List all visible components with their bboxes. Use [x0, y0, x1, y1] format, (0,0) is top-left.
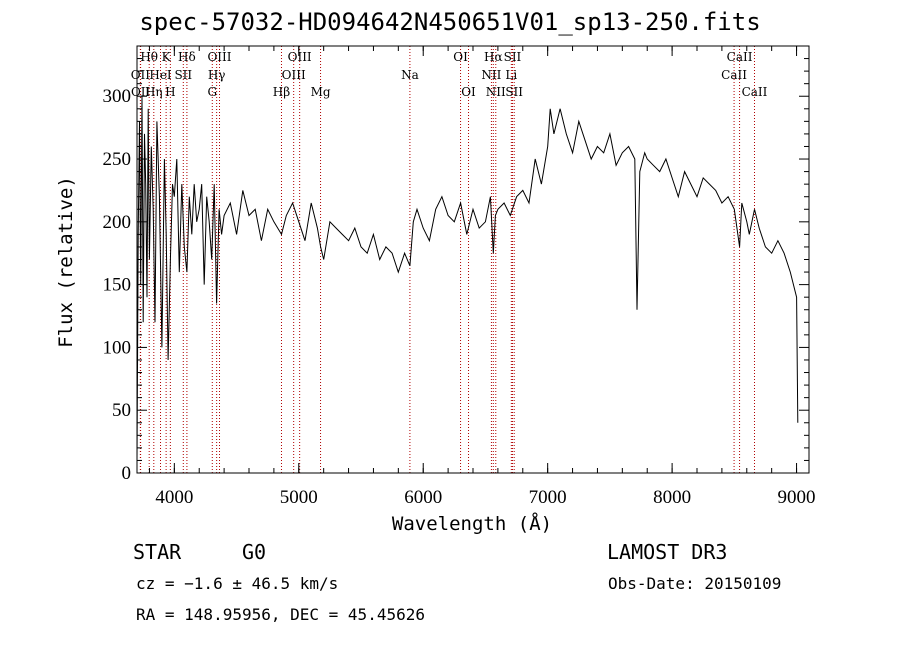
x-tick-label: 5000	[280, 487, 318, 508]
coordinates: RA = 148.95956, DEC = 45.45626	[136, 605, 425, 624]
y-tick-label: 100	[103, 337, 132, 358]
line-label: NII	[486, 85, 506, 99]
line-label: Li	[505, 68, 517, 82]
axes	[136, 45, 810, 474]
x-tick-label: 6000	[404, 487, 442, 508]
line-label: Na	[401, 68, 419, 82]
line-label: Hγ	[208, 68, 226, 82]
line-label: Hβ	[273, 85, 290, 99]
line-label: OIII	[288, 50, 312, 64]
y-tick-label: 50	[112, 400, 131, 421]
line-label: SII	[174, 68, 192, 82]
redshift-readout: cz = −1.6 ± 46.5 km/s	[136, 574, 339, 593]
x-tick-label: 9000	[778, 487, 816, 508]
spectral-lines	[139, 46, 755, 473]
line-label: Hα	[484, 50, 503, 64]
line-label: K	[162, 50, 172, 64]
x-axis-label: Wavelength (Å)	[392, 512, 552, 535]
y-tick-label: 0	[122, 463, 132, 484]
line-label: OIII	[207, 50, 231, 64]
line-label: SII	[505, 85, 523, 99]
line-label: NII	[481, 68, 501, 82]
flux-line	[136, 96, 799, 461]
y-tick-label: 150	[103, 275, 132, 296]
line-label: G	[207, 85, 217, 99]
line-label: OIII	[282, 68, 306, 82]
tick-labels: 4000 5000 6000 7000 8000 9000 0 50 100 150 200 250 3…	[103, 86, 816, 508]
line-label: HeI	[149, 68, 172, 82]
line-label: Hθ	[140, 50, 158, 64]
x-tick-label: 7000	[529, 487, 567, 508]
x-tick-label: 8000	[653, 487, 691, 508]
line-label: OI	[453, 50, 468, 64]
line-label: CaII	[721, 68, 747, 82]
line-label: CaII	[727, 50, 753, 64]
survey-name: LAMOST DR3	[607, 540, 728, 564]
obs-date: Obs-Date: 20150109	[608, 574, 782, 593]
flux-series	[136, 96, 799, 461]
line-label: OI	[461, 85, 476, 99]
line-label: SII	[504, 50, 522, 64]
x-tick-label: 4000	[155, 487, 193, 508]
object-subclass: G0	[242, 540, 267, 564]
object-class: STAR	[133, 540, 182, 564]
line-label: Hη	[145, 85, 163, 99]
line-label: Hδ	[178, 50, 196, 64]
line-label: CaII	[742, 85, 768, 99]
chart-title: spec-57032-HD094642N450651V01_sp13-250.f…	[139, 8, 761, 36]
line-label: OII	[131, 68, 151, 82]
line-label: OII	[131, 85, 151, 99]
y-tick-label: 200	[103, 212, 132, 233]
y-tick-label: 300	[103, 86, 132, 107]
plot-frame	[136, 45, 810, 474]
y-tick-label: 250	[103, 149, 132, 170]
y-axis-label: Flux (relative)	[55, 176, 77, 348]
line-label: H	[165, 85, 175, 99]
line-label: Mg	[311, 85, 331, 99]
